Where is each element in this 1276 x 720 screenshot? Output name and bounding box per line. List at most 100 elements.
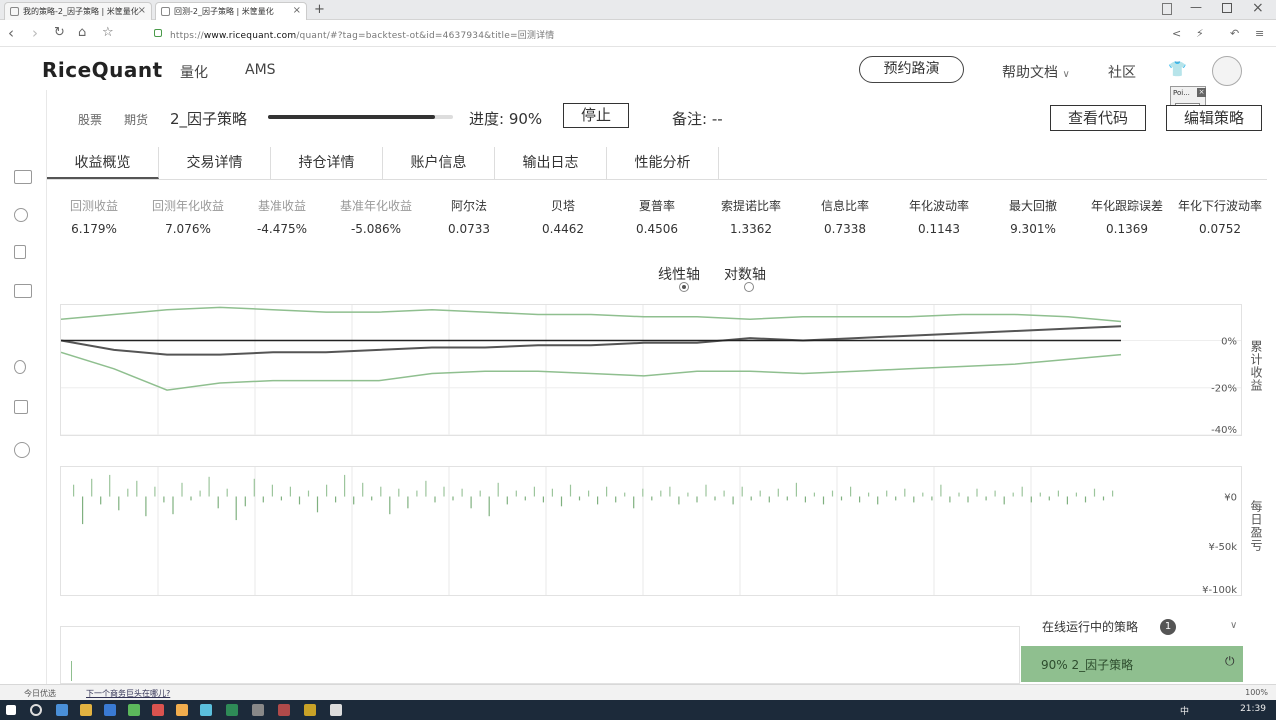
pnl-bar (913, 496, 915, 503)
app-icon[interactable] (226, 704, 238, 716)
calendar-icon[interactable] (14, 170, 32, 184)
home-icon[interactable]: ⌂ (78, 25, 87, 40)
avatar[interactable] (1212, 56, 1242, 86)
browser-tab-strategy[interactable]: 我的策略-2_因子策略 | 米筐量化 × (4, 2, 152, 20)
app-icon[interactable] (128, 704, 140, 716)
stock-label[interactable]: 股票 (78, 113, 103, 127)
share-icon[interactable]: < (1172, 27, 1182, 40)
pnl-bar (732, 496, 734, 505)
tab-0[interactable]: 收益概览 (47, 147, 159, 179)
pnl-bar (208, 476, 210, 497)
zoom-level[interactable]: 100% (1245, 688, 1268, 697)
new-tab-button[interactable]: + (314, 2, 325, 17)
search-icon[interactable] (30, 704, 42, 716)
stop-button[interactable]: 停止 (563, 103, 629, 128)
nav-ams[interactable]: AMS (245, 62, 276, 78)
settings-icon[interactable] (14, 208, 28, 222)
power-icon[interactable]: ⏻ (1225, 654, 1235, 668)
series-upper-band (60, 306, 1122, 323)
nav-community[interactable]: 社区 (1108, 65, 1136, 81)
taskview-icon[interactable] (56, 704, 68, 716)
app-icon[interactable] (176, 704, 188, 716)
pnl-bar (1039, 492, 1041, 497)
cumulative-return-svg: 0% -20% -40% (60, 305, 1241, 436)
close-window-icon[interactable]: × (1252, 0, 1264, 16)
pnl-bar (768, 496, 770, 503)
pnl-bar (958, 492, 960, 497)
start-icon[interactable] (6, 705, 16, 715)
tab-4[interactable]: 输出日志 (495, 147, 607, 179)
chart-icon[interactable] (14, 284, 32, 298)
pnl-bar (524, 496, 526, 501)
running-strategy-item[interactable]: 90% 2_因子策略 ⏻ (1021, 646, 1243, 682)
minimize-icon[interactable]: — (1190, 0, 1202, 14)
pnl-bar (904, 488, 906, 497)
nav-quant[interactable]: 量化 (180, 65, 208, 81)
clock-icon[interactable] (14, 442, 30, 458)
app-icon[interactable] (104, 704, 116, 716)
popup-close-icon[interactable]: × (1197, 88, 1206, 97)
positions-bar (71, 661, 72, 681)
view-code-button[interactable]: 查看代码 (1050, 105, 1146, 131)
status-bar: 今日优选 下一个商务巨头在哪儿? 100% (0, 684, 1276, 700)
metric-value: 0.1369 (1106, 222, 1148, 236)
back-icon[interactable]: ‹ (8, 24, 14, 42)
app-icon[interactable] (200, 704, 212, 716)
tab-1[interactable]: 交易详情 (159, 147, 271, 179)
pnl-bar (560, 496, 563, 507)
browser-tab-backtest[interactable]: 回测-2_因子策略 | 米筐量化 × (155, 2, 307, 20)
app-icon[interactable] (330, 704, 342, 716)
shirt-icon[interactable]: 👕 (1168, 60, 1187, 78)
pnl-bar (488, 496, 490, 517)
lightbulb-icon[interactable] (14, 360, 26, 374)
metric-label: 信息比率 (820, 199, 869, 213)
pnl-bar (922, 492, 924, 497)
forward-icon[interactable]: › (32, 24, 38, 42)
address-bar: ‹ › ↻ ⌂ ☆ https://www.ricequant.com/quan… (0, 21, 1276, 47)
ytick-label: -40% (1211, 425, 1237, 435)
tab-3[interactable]: 账户信息 (383, 147, 495, 179)
linear-axis-radio[interactable] (679, 282, 689, 292)
ime-indicator[interactable]: 中 (1180, 707, 1190, 717)
reload-icon[interactable]: ↻ (54, 25, 65, 40)
close-tab-icon[interactable]: × (292, 5, 301, 16)
app-icon[interactable] (278, 704, 290, 716)
pnl-bar (533, 486, 535, 497)
series-strategy (60, 325, 1122, 356)
help-docs-menu[interactable]: 帮助文档 ∨ (1002, 65, 1070, 81)
status-link[interactable]: 下一个商务巨头在哪儿? (86, 689, 171, 698)
progress-bar (268, 115, 453, 119)
url-input[interactable]: https://www.ricequant.com/quant/#?tag=ba… (170, 31, 555, 41)
log-axis-label[interactable]: 对数轴 (724, 267, 766, 283)
maximize-icon[interactable] (1222, 3, 1232, 13)
roadshow-button[interactable]: 预约路演 (859, 56, 964, 83)
menu-icon[interactable]: ≡ (1255, 27, 1265, 40)
tab-5[interactable]: 性能分析 (607, 147, 719, 179)
logo[interactable]: RiceQuant (42, 58, 163, 82)
pnl-bar (542, 496, 544, 503)
clock[interactable]: 21:39 (1240, 704, 1266, 714)
app-icon[interactable] (152, 704, 164, 716)
bar-chart-icon[interactable] (14, 400, 28, 414)
metric-label: 回测年化收益 (151, 199, 224, 213)
pnl-bar (606, 486, 608, 497)
status-left[interactable]: 今日优选 (24, 689, 56, 698)
app-icon[interactable] (252, 704, 264, 716)
undo-icon[interactable]: ↶ (1230, 27, 1240, 40)
app-icon[interactable] (304, 704, 316, 716)
bookmark-star-icon[interactable]: ☆ (102, 25, 114, 40)
futures-label[interactable]: 期货 (124, 113, 149, 127)
linear-axis-label[interactable]: 线性轴 (658, 267, 700, 283)
chevron-down-icon[interactable]: ∨ (1230, 620, 1238, 631)
close-tab-icon[interactable]: × (137, 5, 146, 16)
edit-strategy-button[interactable]: 编辑策略 (1166, 105, 1262, 131)
running-strategies-header[interactable]: 在线运行中的策略 1 ∨ (1030, 612, 1246, 642)
pnl-bar (181, 482, 183, 497)
extension-icon[interactable]: ⚡ (1196, 27, 1204, 40)
tab-2[interactable]: 持仓详情 (271, 147, 383, 179)
log-axis-radio[interactable] (744, 282, 754, 292)
explorer-icon[interactable] (80, 704, 92, 716)
window-menu-icon[interactable] (1162, 3, 1172, 15)
pnl-bar (976, 488, 978, 497)
document-icon[interactable] (14, 245, 26, 259)
